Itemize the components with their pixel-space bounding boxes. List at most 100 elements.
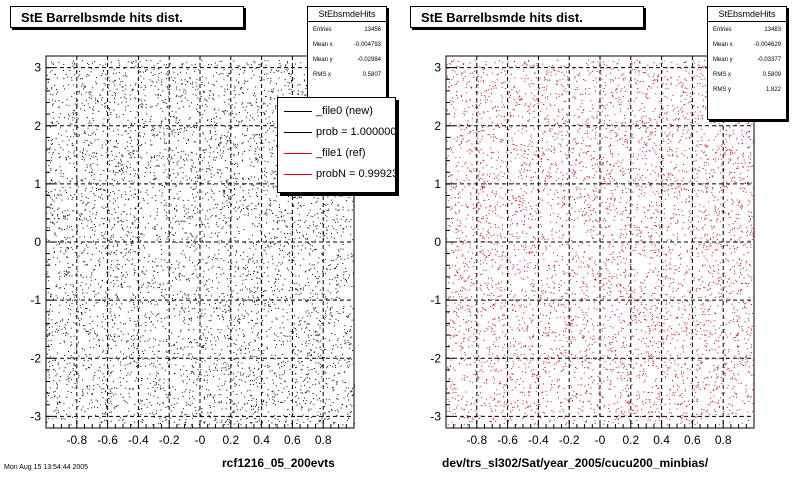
scatter-point [223,272,225,274]
scatter-point [86,75,88,77]
scatter-point [135,59,137,61]
scatter-point [229,320,231,322]
scatter-point [248,367,250,369]
scatter-point [51,179,52,181]
scatter-point [281,194,283,196]
scatter-point [281,401,283,403]
scatter-point [211,190,213,192]
scatter-point [353,394,355,396]
scatter-point [69,298,71,300]
scatter-point [259,266,261,268]
scatter-point [241,143,243,145]
scatter-point [56,93,57,95]
scatter-point [98,188,100,190]
scatter-point [94,406,96,408]
scatter-point [213,406,215,408]
scatter-point [272,403,274,404]
scatter-point [261,295,263,297]
scatter-point [218,338,220,340]
scatter-point [136,162,138,164]
scatter-point [222,189,224,191]
scatter-point [50,203,52,205]
scatter-point [64,273,66,275]
scatter-point [117,285,119,287]
scatter-point [150,71,152,73]
scatter-point [210,64,212,66]
scatter-point [244,341,246,343]
scatter-point [166,309,168,311]
scatter-point [345,271,347,272]
scatter-point [111,214,113,215]
scatter-point [328,377,330,379]
scatter-point [48,332,50,334]
scatter-point [227,250,229,251]
scatter-point [104,233,106,235]
scatter-point [122,156,124,158]
scatter-point [316,317,318,319]
scatter-point [245,417,247,419]
scatter-point [244,381,246,383]
scatter-point [101,99,102,101]
scatter-point [226,204,228,206]
scatter-point [99,261,101,263]
scatter-point [96,188,98,189]
scatter-point [206,388,208,390]
scatter-point [83,328,85,330]
scatter-point [340,235,342,237]
scatter-point [95,344,97,346]
scatter-point [105,390,107,392]
scatter-point [186,143,187,144]
scatter-point [118,59,120,61]
scatter-point [333,345,334,347]
scatter-point [166,142,167,144]
scatter-point [326,297,328,299]
scatter-point [209,208,211,210]
scatter-point [155,300,157,302]
scatter-point [187,242,189,244]
scatter-point [185,158,187,160]
scatter-point [205,103,207,105]
scatter-point [160,245,162,247]
scatter-point [54,390,56,392]
scatter-point [205,124,207,126]
scatter-point [154,327,156,329]
scatter-point [51,221,53,223]
scatter-point [220,208,222,210]
scatter-point [69,157,71,159]
scatter-point [130,154,132,156]
scatter-point [101,422,103,424]
scatter-point [304,80,306,82]
scatter-point [191,170,192,172]
scatter-point [102,223,104,225]
scatter-point [238,231,240,232]
scatter-point [342,228,344,230]
scatter-point [80,307,82,309]
scatter-point [96,189,98,191]
scatter-point [257,297,259,299]
scatter-point [341,347,342,349]
scatter-point [144,99,146,101]
scatter-point [315,335,317,336]
scatter-point [120,351,121,353]
scatter-point [119,84,121,86]
scatter-point [67,262,69,264]
scatter-point [231,417,233,419]
scatter-point [89,309,91,311]
scatter-point [98,345,100,347]
scatter-point [265,139,266,141]
scatter-point [102,65,104,67]
scatter-point [211,334,212,336]
scatter-point [133,329,135,331]
scatter-point [206,289,208,291]
scatter-point [138,325,140,327]
scatter-point [263,186,265,188]
scatter-point [184,391,186,393]
scatter-point [99,250,100,252]
scatter-point [280,231,282,233]
scatter-point [91,187,93,189]
scatter-point [252,223,254,225]
scatter-point [178,107,180,109]
scatter-point [102,396,104,398]
scatter-point [57,364,59,366]
scatter-point [238,365,239,367]
